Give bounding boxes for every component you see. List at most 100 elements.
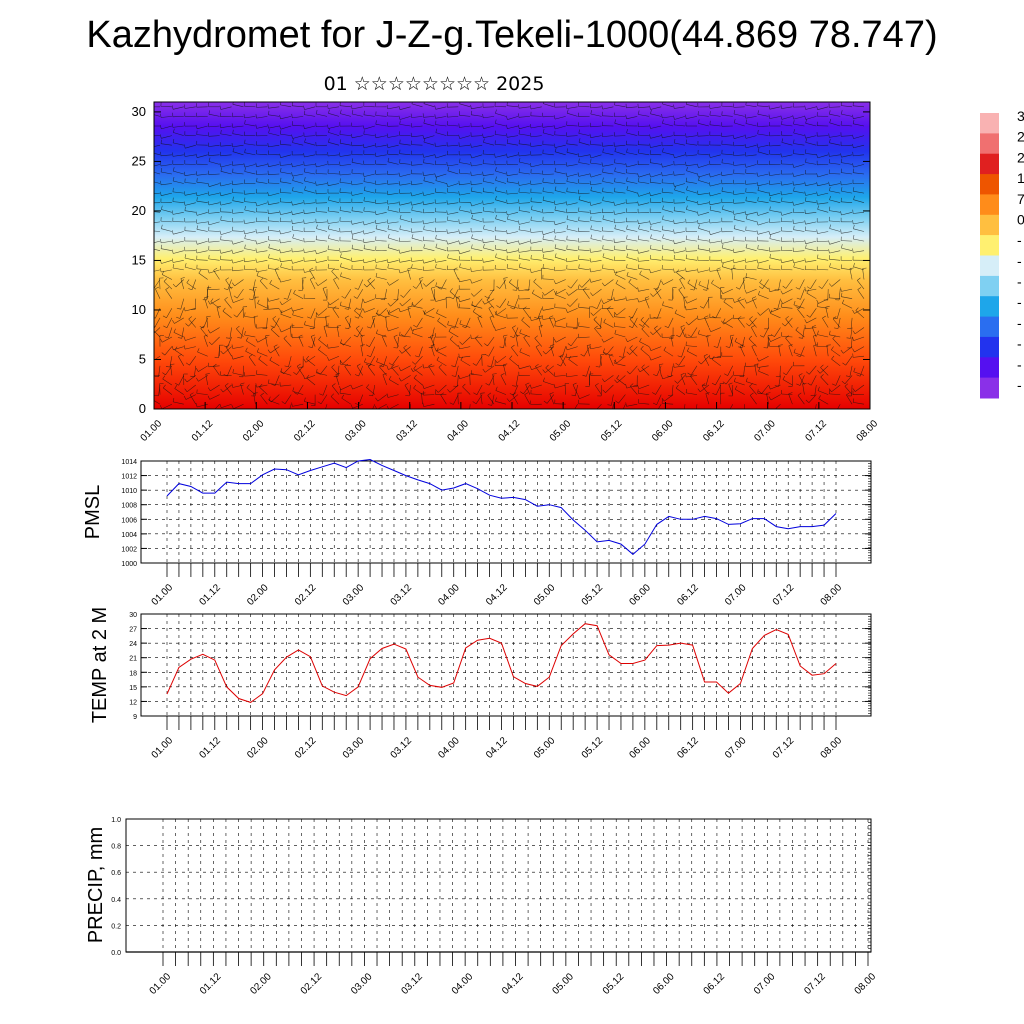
wind-barb xyxy=(802,383,805,395)
wind-barb-feather xyxy=(542,291,545,296)
wind-barb-feather xyxy=(724,412,728,414)
wind-barb-feather xyxy=(363,238,365,243)
wind-barb xyxy=(495,199,507,203)
wind-barb-feather xyxy=(781,323,786,327)
wind-barb xyxy=(710,154,721,158)
wind-barb-feather xyxy=(565,353,567,358)
wind-barb-feather xyxy=(374,152,377,157)
wind-barb-feather xyxy=(375,264,377,269)
wind-barb-feather xyxy=(768,191,771,196)
wind-barb xyxy=(774,403,781,409)
wind-barb-feather xyxy=(447,254,449,259)
wind-barb-feather xyxy=(680,415,684,416)
wind-barb xyxy=(542,212,554,214)
wind-barb-feather xyxy=(686,205,688,210)
wind-barb xyxy=(412,333,423,338)
wind-barb xyxy=(340,343,351,347)
wind-barb xyxy=(757,212,769,216)
wind-barb xyxy=(674,269,686,273)
wind-barb-feather xyxy=(679,277,684,280)
wind-barb xyxy=(372,384,376,396)
wind-barb-feather xyxy=(619,356,624,358)
wind-barb-feather xyxy=(362,230,365,235)
wind-barb-feather xyxy=(291,219,293,224)
wind-barb xyxy=(684,404,686,409)
wind-barb xyxy=(256,250,268,253)
wind-barb xyxy=(363,181,375,184)
wind-barb-feather xyxy=(340,109,342,114)
wind-barb xyxy=(173,170,184,175)
wind-barb xyxy=(507,231,519,235)
wind-barb xyxy=(435,260,447,263)
wind-barb xyxy=(370,317,376,329)
wind-barb xyxy=(356,288,364,299)
wind-barb xyxy=(745,135,757,139)
wind-barb xyxy=(351,172,363,175)
wind-barb xyxy=(211,336,220,345)
wind-barb xyxy=(698,212,709,216)
field-x-tick-label: 06.12 xyxy=(701,418,727,444)
wind-barb xyxy=(244,238,256,242)
wind-barb xyxy=(686,308,698,311)
wind-barb-feather xyxy=(380,298,385,301)
wind-barb-feather xyxy=(675,384,679,389)
wind-barb xyxy=(483,116,495,119)
wind-barb xyxy=(734,135,745,139)
wind-barb-feather xyxy=(567,285,572,289)
wind-barb-feather xyxy=(805,197,807,202)
wind-barb-feather xyxy=(686,186,688,191)
wind-barb-feather xyxy=(379,364,383,368)
wind-barb xyxy=(495,144,507,146)
wind-barb-feather xyxy=(769,206,771,211)
wind-barb xyxy=(194,298,197,310)
wind-barb xyxy=(710,173,721,178)
wind-barb-feather xyxy=(616,375,620,379)
wind-barb xyxy=(531,384,542,389)
wind-barb-feather xyxy=(840,229,842,234)
wind-barb-feather xyxy=(279,125,281,130)
wind-barb xyxy=(316,144,328,147)
wind-barb xyxy=(319,365,328,375)
wind-barb-feather xyxy=(840,158,843,163)
wind-barb xyxy=(853,105,865,108)
wind-barb-feather xyxy=(410,201,413,206)
wind-barb xyxy=(268,144,280,148)
wind-barb xyxy=(686,135,698,138)
wind-barb-feather xyxy=(751,325,755,328)
wind-barb xyxy=(161,171,172,175)
wind-barb xyxy=(805,153,817,156)
wind-barb-feather xyxy=(231,298,234,303)
pmsl-axis-label: PMSL xyxy=(82,485,104,539)
wind-barb-feather xyxy=(280,102,282,105)
wind-barb-feather xyxy=(816,181,818,186)
wind-barb-feather xyxy=(756,172,759,177)
wind-barb xyxy=(758,294,769,299)
wind-barb xyxy=(759,282,769,290)
wind-barb xyxy=(244,231,256,235)
wind-barb-feather xyxy=(459,158,461,163)
wind-barb-feather xyxy=(509,355,513,359)
wind-barb-feather xyxy=(386,143,389,148)
wind-barb-feather xyxy=(499,346,504,348)
wind-barb xyxy=(841,240,853,242)
wind-barb xyxy=(173,231,184,235)
wind-barb xyxy=(364,361,375,367)
wind-barb-feather xyxy=(225,277,230,281)
wind-barb-feather xyxy=(303,153,305,158)
wind-barb-feather xyxy=(817,370,821,374)
wind-barb-feather xyxy=(183,336,186,341)
wind-barb xyxy=(340,305,351,309)
wind-barb-feather xyxy=(792,201,794,206)
wind-barb xyxy=(232,183,244,185)
wind-barb xyxy=(734,298,745,303)
wind-barb xyxy=(435,180,447,184)
wind-barb xyxy=(741,336,745,348)
x-tick-label: 08.00 xyxy=(819,735,845,761)
wind-barb xyxy=(208,192,220,196)
wind-barb-feather xyxy=(280,310,283,315)
wind-barb xyxy=(168,327,173,338)
wind-barb xyxy=(411,192,423,197)
wind-barb-feather xyxy=(434,258,436,263)
wind-barb xyxy=(554,247,566,251)
wind-barb-feather xyxy=(159,124,162,129)
